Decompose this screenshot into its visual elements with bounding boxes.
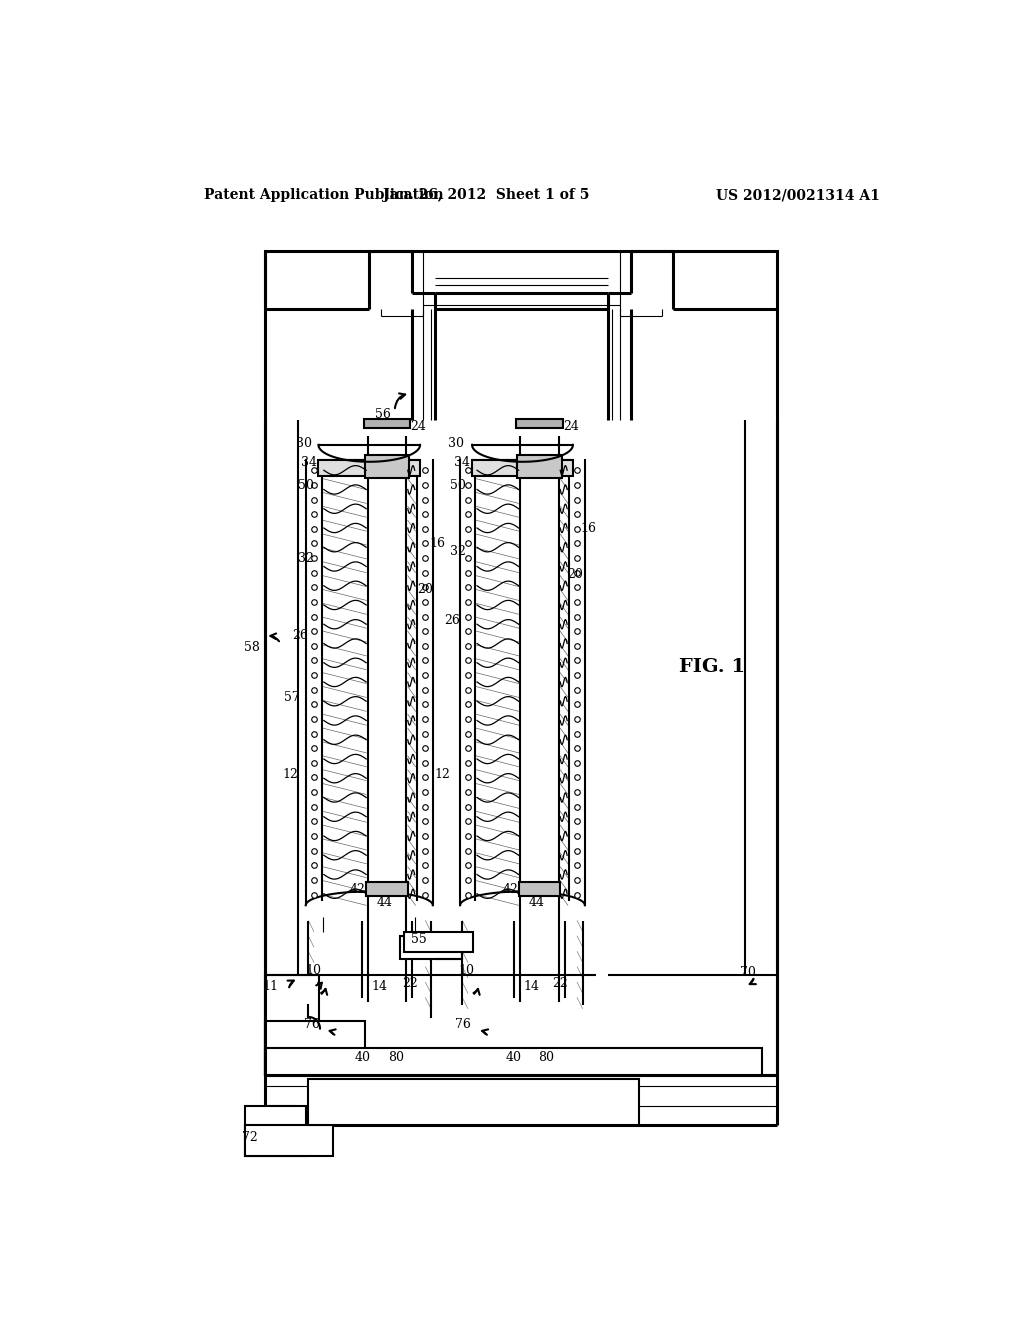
Bar (472, 461, 572, 475)
Text: 14: 14 (372, 979, 387, 993)
Text: 72: 72 (242, 1131, 258, 1144)
Text: 12: 12 (283, 768, 299, 781)
Text: 76: 76 (456, 1018, 471, 1031)
Bar (265, 1048, 762, 1074)
Text: 55: 55 (412, 933, 427, 946)
Text: 56: 56 (375, 408, 391, 421)
Bar (517, 455, 562, 478)
Text: Jan. 26, 2012  Sheet 1 of 5: Jan. 26, 2012 Sheet 1 of 5 (383, 189, 590, 202)
Text: 80: 80 (539, 1051, 554, 1064)
Text: 24: 24 (563, 420, 579, 433)
Text: 50: 50 (450, 479, 466, 492)
Text: 58: 58 (245, 640, 260, 653)
Text: 26: 26 (443, 614, 460, 627)
Text: 22: 22 (402, 977, 418, 990)
Bar (516, 418, 562, 428)
Text: 26: 26 (292, 630, 308, 643)
Bar (245, 1106, 306, 1155)
Text: 70: 70 (740, 966, 756, 979)
Text: 24: 24 (410, 420, 426, 433)
Text: 42: 42 (502, 883, 518, 896)
Text: 30: 30 (449, 437, 464, 450)
Text: US 2012/0021314 A1: US 2012/0021314 A1 (716, 189, 880, 202)
Text: 40: 40 (506, 1051, 522, 1064)
Bar (365, 455, 410, 478)
Text: 80: 80 (388, 1051, 404, 1064)
Bar (307, 1078, 639, 1125)
Bar (518, 882, 560, 896)
Bar (400, 936, 462, 960)
Text: Patent Application Publication: Patent Application Publication (204, 189, 443, 202)
Text: 16: 16 (429, 537, 445, 550)
Text: 12: 12 (434, 768, 451, 781)
Text: 42: 42 (350, 883, 366, 896)
Text: FIG. 1: FIG. 1 (679, 657, 745, 676)
Text: 50: 50 (298, 479, 314, 492)
Bar (265, 1020, 366, 1074)
Text: 57: 57 (285, 690, 300, 704)
Bar (367, 882, 408, 896)
Text: 20: 20 (417, 583, 432, 597)
Bar (265, 974, 319, 1074)
Text: 34: 34 (301, 455, 317, 469)
Text: 44: 44 (529, 896, 545, 909)
Bar (318, 461, 420, 475)
Text: 76: 76 (303, 1018, 319, 1031)
Bar (364, 418, 410, 428)
Text: 32: 32 (298, 552, 314, 565)
Text: 10: 10 (306, 964, 322, 977)
Bar (265, 251, 777, 1074)
Text: 14: 14 (523, 979, 540, 993)
Bar (245, 1125, 333, 1155)
Text: 20: 20 (567, 568, 584, 581)
Text: 34: 34 (454, 455, 470, 469)
Bar (403, 932, 473, 952)
Text: 16: 16 (581, 521, 597, 535)
Text: 11: 11 (263, 979, 279, 993)
Text: 10: 10 (459, 964, 474, 977)
Text: 30: 30 (296, 437, 312, 450)
Text: 22: 22 (552, 977, 568, 990)
Text: 44: 44 (377, 896, 392, 909)
Text: 32: 32 (450, 545, 466, 557)
Text: 40: 40 (355, 1051, 371, 1064)
